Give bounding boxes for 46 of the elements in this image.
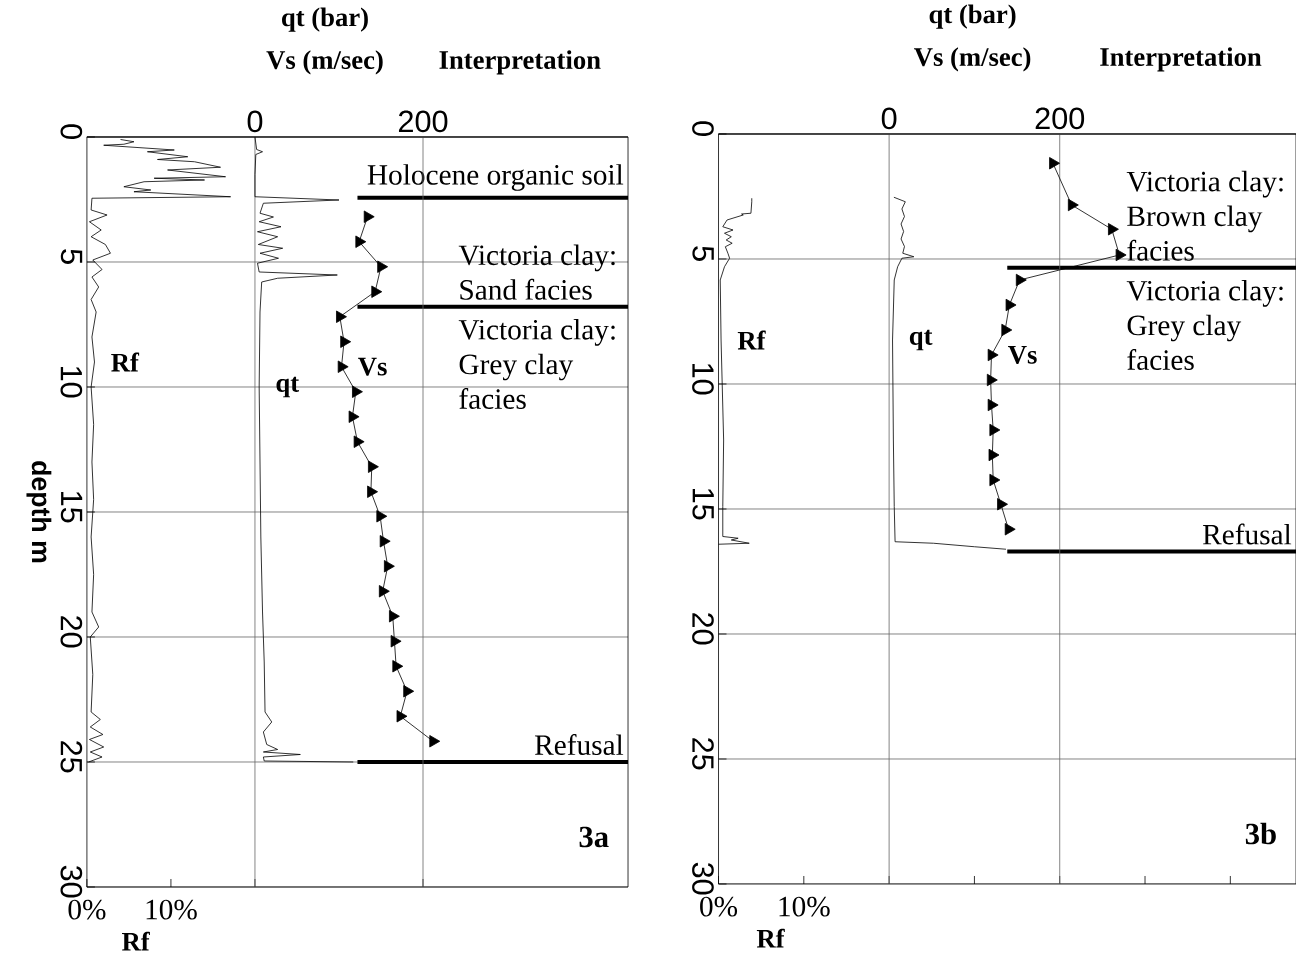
series-label: Rf bbox=[111, 352, 140, 372]
series-label: Vs bbox=[1008, 346, 1037, 364]
x2-axis-title: qt (bar) bbox=[282, 7, 368, 32]
series-label: qt bbox=[276, 376, 300, 398]
y-tick-label: 10 bbox=[692, 363, 714, 395]
annotation: Victoria clay: Grey clay facies bbox=[458, 319, 615, 409]
ref-line-label: Refusal bbox=[534, 734, 624, 756]
text: Vs (m/sec) bbox=[914, 47, 1031, 72]
ref-line-label: Victoria clay: Brown clay facies bbox=[1126, 170, 1283, 261]
ref-line-label: Refusal bbox=[1202, 523, 1292, 545]
x-axis-title: Rf bbox=[122, 931, 150, 951]
x2-axis-title: qt (bar) bbox=[929, 4, 1016, 29]
x2-tick-label: 200 bbox=[398, 110, 448, 133]
x-tick-label: 10% bbox=[146, 899, 197, 920]
x2-tick-label: 0 bbox=[881, 107, 897, 130]
text: Interpretation bbox=[439, 50, 601, 75]
ref-line-label: Victoria clay: Sand facies bbox=[458, 244, 615, 300]
series-label: qt bbox=[909, 329, 933, 351]
x-tick-label: 0% bbox=[68, 899, 106, 920]
y-tick-label: 15 bbox=[60, 491, 83, 523]
y-tick-label: 10 bbox=[60, 366, 83, 398]
text: Vs (m/sec) bbox=[266, 50, 383, 75]
y-tick-label: 0 bbox=[692, 121, 714, 136]
annotation: Victoria clay: Grey clay facies bbox=[1126, 280, 1283, 370]
x-tick-label: 0% bbox=[700, 896, 738, 917]
x2-tick-label: 200 bbox=[1035, 107, 1085, 130]
y-tick-label: 20 bbox=[692, 613, 714, 645]
series-label: Vs bbox=[358, 357, 387, 376]
y-tick-label: 25 bbox=[60, 741, 83, 773]
ref-line-label: Holocene organic soil bbox=[367, 164, 624, 191]
text: Interpretation bbox=[1100, 47, 1262, 72]
y-axis-title: depth m bbox=[26, 461, 52, 563]
x-tick-label: 10% bbox=[779, 896, 830, 917]
x2-tick-label: 0 bbox=[247, 110, 263, 133]
y-tick-label: 20 bbox=[60, 616, 83, 648]
y-tick-label: 15 bbox=[692, 488, 714, 520]
y-tick-label: 30 bbox=[60, 865, 83, 898]
series-label: Rf bbox=[737, 330, 766, 350]
y-tick-label: 25 bbox=[692, 738, 714, 770]
x-axis-title: Rf bbox=[756, 928, 785, 948]
y-tick-label: 0 bbox=[60, 124, 83, 139]
y-tick-label: 5 bbox=[60, 249, 83, 264]
y-tick-label: 5 bbox=[692, 246, 714, 261]
y-tick-label: 30 bbox=[692, 862, 714, 895]
text: 3b bbox=[1245, 822, 1276, 845]
text: 3a bbox=[579, 826, 609, 848]
